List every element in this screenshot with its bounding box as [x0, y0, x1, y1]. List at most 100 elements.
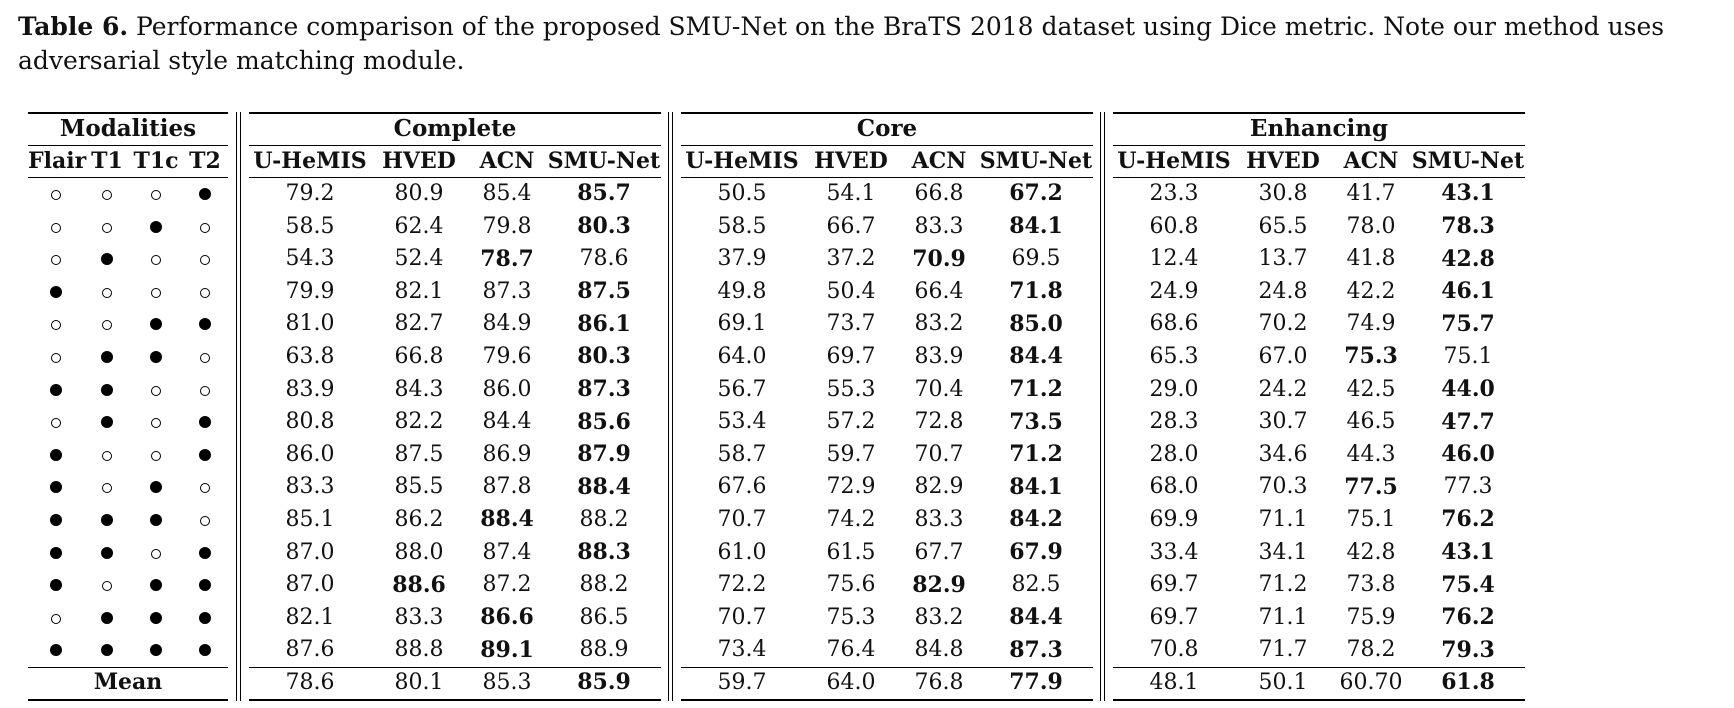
value-cell: 73.4 — [717, 637, 767, 663]
table-row: 80.8 82.2 84.4 85.6 53.4 57.2 72.8 73.5 28.3 30.7… — [28, 405, 1525, 438]
header-rule-core — [681, 177, 1093, 178]
col-header-enhancing-acn: ACN — [1343, 147, 1399, 174]
group-header-core: Core — [856, 114, 918, 142]
open-circle-icon — [102, 581, 112, 592]
modality-cell — [28, 474, 84, 499]
value-cell: 82.9 — [914, 474, 964, 500]
value-cell: 43.1 — [1441, 180, 1495, 207]
filled-circle-icon — [101, 416, 113, 429]
table-row: 79.2 80.9 85.4 85.7 50.5 54.1 66.8 67.2 23.3 30.8… — [28, 177, 1525, 210]
modality-cell — [182, 572, 228, 597]
mean-value-cell: 64.0 — [826, 669, 876, 695]
modality-cell — [130, 214, 182, 239]
value-cell: 64.0 — [717, 343, 767, 369]
filled-circle-icon — [101, 350, 113, 363]
sub-rule-modalities — [28, 145, 228, 146]
open-circle-icon — [200, 385, 210, 396]
value-cell: 41.7 — [1346, 180, 1396, 206]
modality-cell — [182, 507, 228, 532]
value-cell: 87.3 — [482, 278, 532, 304]
value-cell: 76.2 — [1441, 604, 1495, 631]
value-cell: 84.4 — [1009, 604, 1063, 631]
value-cell: 83.2 — [914, 311, 964, 337]
modality-cell — [130, 572, 182, 597]
mean-value-cell: 61.8 — [1441, 669, 1495, 696]
value-cell: 79.3 — [1441, 636, 1495, 663]
value-cell: 78.3 — [1441, 213, 1495, 240]
value-cell: 83.3 — [285, 474, 335, 500]
filled-circle-icon — [199, 611, 211, 624]
value-cell: 87.5 — [394, 441, 444, 467]
filled-circle-icon — [101, 253, 113, 266]
value-cell: 69.7 — [1149, 604, 1199, 630]
modality-cell — [84, 409, 130, 434]
filled-circle-icon — [101, 513, 113, 526]
modality-cell — [28, 605, 84, 630]
value-cell: 76.2 — [1441, 506, 1495, 533]
value-cell: 82.7 — [394, 311, 444, 337]
open-circle-icon — [200, 222, 210, 233]
mean-value-cell: 85.3 — [482, 669, 532, 695]
filled-circle-icon — [199, 546, 211, 559]
value-cell: 82.1 — [394, 278, 444, 304]
value-cell: 83.3 — [914, 506, 964, 532]
open-circle-icon — [51, 352, 61, 363]
value-cell: 84.4 — [482, 409, 532, 435]
col-header-complete-acn: ACN — [479, 147, 535, 174]
value-cell: 85.4 — [482, 180, 532, 206]
modality-cell — [84, 637, 130, 662]
value-cell: 69.7 — [1149, 572, 1199, 598]
table-row: 86.0 87.5 86.9 87.9 58.7 59.7 70.7 71.2 28.0 34.6… — [28, 438, 1525, 471]
value-cell: 84.2 — [1009, 506, 1063, 533]
value-cell: 65.5 — [1258, 213, 1308, 239]
modality-cell — [182, 214, 228, 239]
value-cell: 70.3 — [1258, 474, 1308, 500]
value-cell: 43.1 — [1441, 539, 1495, 566]
value-cell: 77.3 — [1443, 474, 1493, 500]
results-table: Modalities Complete Core Enhancing Flair… — [28, 112, 1525, 699]
value-cell: 33.4 — [1149, 539, 1199, 565]
modality-cell — [182, 442, 228, 467]
value-cell: 62.4 — [394, 213, 444, 239]
value-cell: 23.3 — [1149, 180, 1199, 206]
open-circle-icon — [200, 287, 210, 298]
value-cell: 70.7 — [717, 604, 767, 630]
value-cell: 28.0 — [1149, 441, 1199, 467]
value-cell: 88.0 — [394, 539, 444, 565]
value-cell: 87.3 — [1009, 636, 1063, 663]
value-cell: 58.5 — [717, 213, 767, 239]
caption-label: Table 6. — [18, 12, 129, 41]
value-cell: 75.4 — [1441, 571, 1495, 598]
value-cell: 85.5 — [394, 474, 444, 500]
value-cell: 75.1 — [1346, 506, 1396, 532]
value-cell: 75.3 — [1344, 343, 1398, 370]
value-cell: 87.5 — [577, 278, 631, 305]
header-rule-enhancing — [1113, 177, 1525, 178]
value-cell: 42.5 — [1346, 376, 1396, 402]
caption-text: Performance comparison of the proposed S… — [18, 12, 1665, 75]
value-cell: 24.9 — [1149, 278, 1199, 304]
modality-cell — [182, 474, 228, 499]
mean-row-container: Mean 78.6 80.1 85.3 85.9 59.7 64.0 76.8 77.9 48.1… — [28, 666, 1525, 699]
value-cell: 79.6 — [482, 343, 532, 369]
filled-circle-icon — [150, 513, 162, 526]
value-cell: 69.7 — [826, 343, 876, 369]
filled-circle-icon — [150, 579, 162, 592]
separator-1a — [236, 112, 237, 701]
modality-cell — [130, 637, 182, 662]
modality-cell — [182, 605, 228, 630]
table-row: 87.6 88.8 89.1 88.9 73.4 76.4 84.8 87.3 70.8 71.7… — [28, 634, 1525, 667]
modality-cell — [28, 442, 84, 467]
value-cell: 66.4 — [914, 278, 964, 304]
col-header-complete-u-hemis: U-HeMIS — [253, 147, 367, 174]
value-cell: 71.2 — [1258, 572, 1308, 598]
group-header-enhancing: Enhancing — [1249, 114, 1389, 142]
value-cell: 69.9 — [1149, 506, 1199, 532]
value-cell: 79.8 — [482, 213, 532, 239]
value-cell: 70.8 — [1149, 637, 1199, 663]
value-cell: 63.8 — [285, 343, 335, 369]
mean-value-cell: 50.1 — [1258, 669, 1308, 695]
open-circle-icon — [102, 189, 112, 200]
modality-cell — [84, 181, 130, 206]
value-cell: 68.6 — [1149, 311, 1199, 337]
